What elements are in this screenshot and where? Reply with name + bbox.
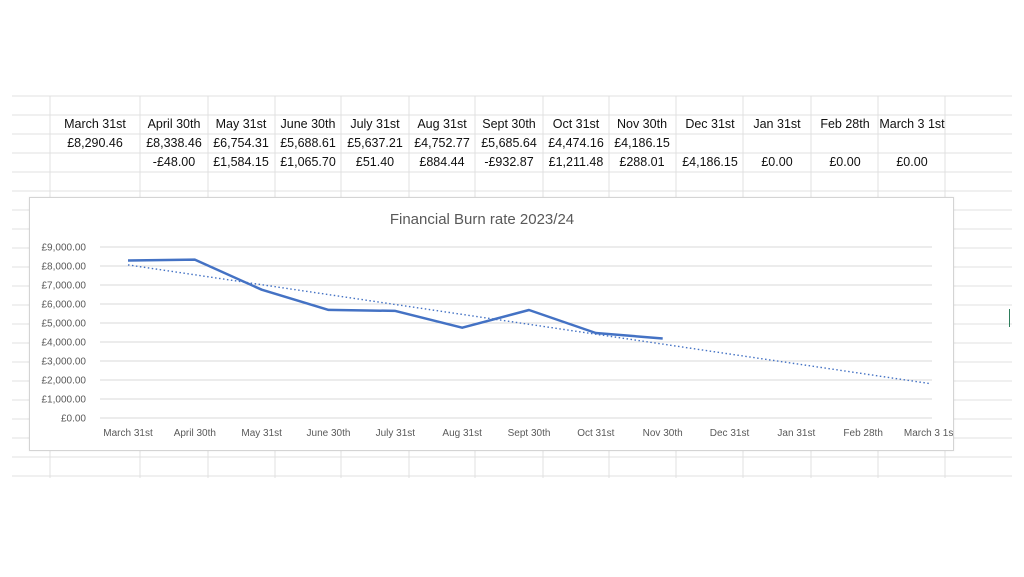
change-cell[interactable]: £0.00 xyxy=(829,155,861,169)
header-cell[interactable]: May 31st xyxy=(215,117,267,131)
x-tick-label: May 31st xyxy=(241,428,282,439)
x-tick-label: Dec 31st xyxy=(710,428,750,439)
line-chart: Financial Burn rate 2023/24 £0.00 £1,000.… xyxy=(42,211,954,439)
balance-cell[interactable]: £8,290.46 xyxy=(67,136,123,150)
change-cell[interactable]: £0.00 xyxy=(896,155,928,169)
change-cell[interactable]: £51.40 xyxy=(355,155,395,169)
balance-cell[interactable]: £8,338.46 xyxy=(146,136,202,150)
balance-cell[interactable]: £4,186.15 xyxy=(614,136,670,150)
x-tick-label: Nov 30th xyxy=(643,428,683,439)
change-cell[interactable]: £1,584.15 xyxy=(213,155,269,169)
x-tick-label: Sept 30th xyxy=(508,428,551,439)
header-cell[interactable]: Nov 30th xyxy=(616,117,668,131)
change-cell[interactable]: -£48.00 xyxy=(152,155,196,169)
change-cell[interactable]: -£932.87 xyxy=(484,155,534,169)
change-cell[interactable]: £884.44 xyxy=(419,155,465,169)
x-tick-label: Jan 31st xyxy=(777,428,815,439)
y-tick-label: £0.00 xyxy=(61,414,86,425)
balance-cell[interactable]: £5,688.61 xyxy=(280,136,336,150)
header-cell[interactable]: Aug 31st xyxy=(417,117,467,131)
chart-title: Financial Burn rate 2023/24 xyxy=(390,211,574,228)
x-tick-label: June 30th xyxy=(307,428,351,439)
header-cell[interactable]: Jan 31st xyxy=(753,117,801,131)
x-tick-label: Aug 31st xyxy=(442,428,482,439)
x-tick-label: July 31st xyxy=(376,428,416,439)
balance-cell[interactable]: £5,637.21 xyxy=(347,136,403,150)
x-tick-label: April 30th xyxy=(174,428,216,439)
header-cell[interactable]: July 31st xyxy=(350,117,400,131)
change-cell[interactable]: £0.00 xyxy=(761,155,793,169)
y-tick-label: £4,000.00 xyxy=(42,338,87,349)
header-cell[interactable]: Feb 28th xyxy=(820,117,870,131)
balance-series-line xyxy=(127,258,663,340)
y-tick-label: £3,000.00 xyxy=(42,357,87,368)
y-tick-label: £8,000.00 xyxy=(42,262,87,273)
y-tick-label: £2,000.00 xyxy=(42,376,87,387)
y-tick-label: £5,000.00 xyxy=(42,319,87,330)
header-cell[interactable]: Dec 31st xyxy=(685,117,735,131)
balance-cell[interactable]: £4,752.77 xyxy=(414,136,470,150)
x-tick-label: Oct 31st xyxy=(577,428,614,439)
x-tick-label: March 3 1st xyxy=(904,428,953,439)
header-cell[interactable]: April 30th xyxy=(147,117,201,131)
change-cell[interactable]: £1,065.70 xyxy=(280,155,336,169)
x-tick-label: March 31st xyxy=(103,428,153,439)
change-cell[interactable]: £1,211.48 xyxy=(548,155,604,169)
change-cell[interactable]: £288.01 xyxy=(619,155,665,169)
balance-cell[interactable]: £5,685.64 xyxy=(481,136,537,150)
balance-cell[interactable]: £4,474.16 xyxy=(548,136,604,150)
header-cell[interactable]: Oct 31st xyxy=(552,117,600,131)
change-cell[interactable]: £4,186.15 xyxy=(682,155,738,169)
header-cell[interactable]: June 30th xyxy=(280,117,336,131)
trendline xyxy=(127,264,931,385)
y-tick-label: £6,000.00 xyxy=(42,300,87,311)
y-tick-label: £9,000.00 xyxy=(42,243,87,254)
y-tick-label: £7,000.00 xyxy=(42,281,87,292)
header-cell[interactable]: Sept 30th xyxy=(482,117,536,131)
x-tick-label: Feb 28th xyxy=(843,428,882,439)
balance-cell[interactable]: £6,754.31 xyxy=(213,136,269,150)
header-cell[interactable]: March 3 1st xyxy=(879,117,945,131)
cell-selection-marker xyxy=(1009,309,1010,327)
y-tick-label: £1,000.00 xyxy=(42,395,87,406)
chart-area[interactable]: Financial Burn rate 2023/24 £0.00 £1,000.… xyxy=(29,197,954,451)
header-cell[interactable]: March 31st xyxy=(64,117,126,131)
